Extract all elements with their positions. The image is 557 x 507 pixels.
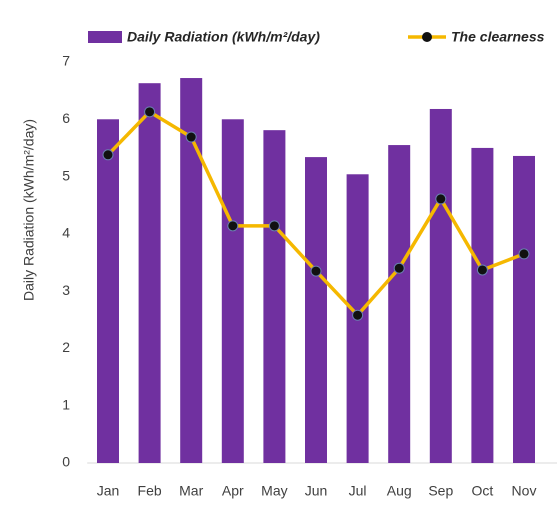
x-tick-label: Mar	[179, 483, 203, 499]
x-tick-label: May	[261, 483, 287, 499]
y-tick-label: 7	[62, 53, 70, 69]
x-tick-label: Sep	[428, 483, 453, 499]
y-tick-label: 1	[62, 396, 70, 412]
x-tick-label: Feb	[138, 483, 162, 499]
bar	[388, 145, 411, 464]
bar	[513, 155, 535, 463]
line-marker	[185, 131, 197, 143]
bar	[471, 147, 494, 463]
line-marker	[268, 220, 280, 232]
line-marker	[310, 265, 322, 277]
line-marker	[227, 220, 239, 232]
x-tick-label: Apr	[222, 483, 244, 499]
legend-label: Daily Radiation (kWh/m²/day)	[127, 29, 320, 45]
line-marker	[435, 193, 447, 205]
bar	[138, 83, 161, 464]
x-tick-label: Jul	[349, 483, 367, 499]
line-marker	[476, 264, 488, 276]
y-tick-label: 5	[62, 167, 70, 183]
y-tick-label: 0	[62, 454, 70, 470]
y-axis-label: Daily Radiation (kWh/m²/day)	[21, 119, 37, 301]
bar	[305, 157, 327, 463]
x-tick-label: Jan	[97, 483, 120, 499]
y-tick-label: 6	[62, 110, 70, 126]
y-tick-label: 4	[62, 225, 70, 241]
legend-swatch	[422, 32, 432, 42]
bar	[221, 119, 244, 464]
line-marker	[393, 262, 405, 274]
line-marker	[102, 149, 114, 161]
x-tick-label: Nov	[512, 483, 537, 499]
line-marker	[144, 106, 156, 118]
bar	[429, 108, 452, 463]
bar	[263, 130, 286, 464]
y-tick-label: 2	[62, 339, 70, 355]
x-tick-label: Oct	[472, 483, 494, 499]
legend-swatch	[88, 31, 122, 43]
y-tick-label: 3	[62, 282, 70, 298]
line-marker	[518, 248, 530, 260]
x-tick-label: Jun	[305, 483, 328, 499]
x-tick-label: Aug	[387, 483, 412, 499]
line-marker	[352, 309, 364, 321]
legend-label: The clearness	[451, 29, 545, 45]
bar	[180, 78, 203, 463]
bar	[97, 119, 119, 464]
